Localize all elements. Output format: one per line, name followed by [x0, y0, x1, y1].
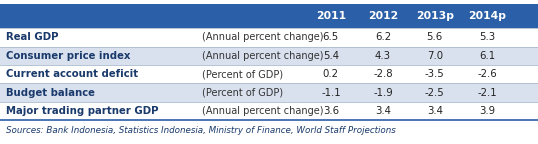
Text: 6.2: 6.2 [375, 32, 391, 42]
Text: -2.8: -2.8 [373, 69, 393, 79]
Text: 2011: 2011 [316, 11, 346, 21]
Text: 3.9: 3.9 [479, 106, 495, 116]
Text: (Annual percent change): (Annual percent change) [202, 106, 323, 116]
Text: 3.4: 3.4 [375, 106, 391, 116]
Bar [0, 4, 538, 28]
Text: 2014p: 2014p [468, 11, 506, 21]
Bar [0, 102, 538, 120]
Text: 5.3: 5.3 [479, 32, 495, 42]
Bar [0, 28, 538, 47]
Text: -1.1: -1.1 [321, 88, 341, 98]
Text: 7.0: 7.0 [427, 51, 443, 61]
Bar [0, 65, 538, 83]
Text: Real GDP: Real GDP [6, 32, 59, 42]
Text: 3.6: 3.6 [323, 106, 339, 116]
Text: Major trading partner GDP: Major trading partner GDP [6, 106, 159, 116]
Text: -2.5: -2.5 [425, 88, 444, 98]
Text: 5.4: 5.4 [323, 51, 339, 61]
Text: Consumer price index: Consumer price index [6, 51, 131, 61]
Bar [0, 47, 538, 65]
Text: 3.4: 3.4 [427, 106, 443, 116]
Text: (Percent of GDP): (Percent of GDP) [202, 88, 283, 98]
Text: (Annual percent change): (Annual percent change) [202, 32, 323, 42]
Text: 4.3: 4.3 [375, 51, 391, 61]
Text: Current account deficit: Current account deficit [6, 69, 139, 79]
Text: -2.1: -2.1 [477, 88, 497, 98]
Text: Sources: Bank Indonesia, Statistics Indonesia, Ministry of Finance, World Staff : Sources: Bank Indonesia, Statistics Indo… [6, 126, 396, 135]
Text: -2.6: -2.6 [477, 69, 497, 79]
Text: (Percent of GDP): (Percent of GDP) [202, 69, 283, 79]
Text: 2013p: 2013p [416, 11, 454, 21]
Text: Budget balance: Budget balance [6, 88, 95, 98]
Text: (Annual percent change): (Annual percent change) [202, 51, 323, 61]
Text: -3.5: -3.5 [425, 69, 444, 79]
Text: 5.6: 5.6 [427, 32, 443, 42]
Bar [0, 83, 538, 102]
Text: 2012: 2012 [368, 11, 398, 21]
Text: 6.1: 6.1 [479, 51, 495, 61]
Text: 0.2: 0.2 [323, 69, 339, 79]
Text: 6.5: 6.5 [323, 32, 339, 42]
Text: -1.9: -1.9 [373, 88, 393, 98]
